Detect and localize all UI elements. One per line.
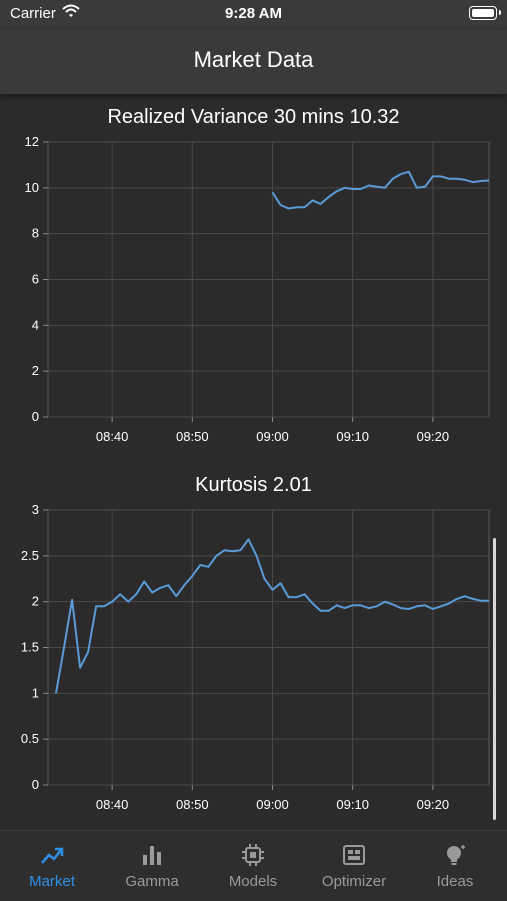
trend-line-icon	[41, 847, 64, 864]
variance-y-tick-label: 8	[32, 226, 39, 241]
status-bar: Carrier 9:28 AM	[0, 0, 507, 30]
variance-y-tick-label: 12	[25, 134, 39, 149]
tab-ideas[interactable]: Ideas	[405, 831, 505, 901]
carrier-label: Carrier	[10, 5, 56, 22]
tab-models[interactable]: Models	[203, 831, 303, 901]
battery-icon	[469, 6, 501, 20]
variance-y-tick-label: 10	[25, 180, 39, 195]
kurtosis-y-tick-label: 0.5	[21, 731, 39, 746]
bar-chart-icon	[143, 846, 161, 865]
wifi-icon	[62, 4, 80, 17]
variance-x-tick-label: 08:40	[96, 429, 129, 444]
kurtosis-y-tick-label: 2	[32, 594, 39, 609]
kurtosis-x-tick-label: 08:40	[96, 797, 129, 812]
kurtosis-y-tick-label: 1.5	[21, 640, 39, 655]
tab-label: Market	[29, 873, 75, 890]
variance-y-tick-label: 6	[32, 272, 39, 287]
kurtosis-y-tick-label: 3	[32, 502, 39, 517]
variance-x-tick-label: 09:00	[256, 429, 289, 444]
kurtosis-chart-title: Kurtosis 2.01	[195, 474, 312, 496]
lightbulb-icon	[447, 845, 465, 865]
page-title: Market Data	[193, 47, 314, 72]
nav-bar: Market Data	[0, 30, 507, 94]
kurtosis-x-tick-label: 09:00	[256, 797, 289, 812]
tab-market[interactable]: Market	[2, 831, 102, 901]
variance-x-tick-label: 08:50	[176, 429, 209, 444]
kurtosis-y-tick-label: 1	[32, 685, 39, 700]
clock: 9:28 AM	[225, 5, 282, 22]
kurtosis-y-tick-label: 2.5	[21, 548, 39, 563]
cpu-chip-icon	[242, 844, 264, 866]
tab-label: Optimizer	[321, 873, 387, 890]
tab-label: Gamma	[125, 873, 179, 890]
kurtosis-x-tick-label: 08:50	[176, 797, 209, 812]
kurtosis-x-tick-label: 09:20	[417, 797, 450, 812]
variance-chart: 0 2 4 6 8 10 12 08:40 08:50 09:00 09:10 09:20	[25, 134, 490, 444]
variance-x-tick-label: 09:10	[336, 429, 369, 444]
variance-y-tick-label: 4	[32, 317, 39, 332]
variance-series-line	[271, 170, 490, 210]
kurtosis-series-line	[55, 538, 489, 694]
variance-y-tick-label: 0	[32, 409, 39, 424]
variance-chart-title: Realized Variance 30 mins 10.32	[107, 106, 400, 128]
variance-y-tick-label: 2	[32, 363, 39, 378]
tab-gamma[interactable]: Gamma	[102, 831, 202, 901]
kurtosis-x-tick-label: 09:10	[336, 797, 369, 812]
kurtosis-y-tick-label: 0	[32, 777, 39, 792]
tab-label: Ideas	[436, 873, 474, 890]
circuit-board-icon	[343, 845, 365, 865]
tab-label: Models	[228, 873, 278, 890]
kurtosis-chart: 0 0.5 1 1.5 2 2.5 3 08:40 08:50 09:00 09:10 09:20	[21, 502, 490, 812]
tab-bar: Market Gamma Models Optimizer	[0, 830, 507, 901]
variance-x-tick-label: 09:20	[417, 429, 450, 444]
tab-optimizer[interactable]: Optimizer	[304, 831, 404, 901]
scrollbar[interactable]	[493, 538, 496, 820]
